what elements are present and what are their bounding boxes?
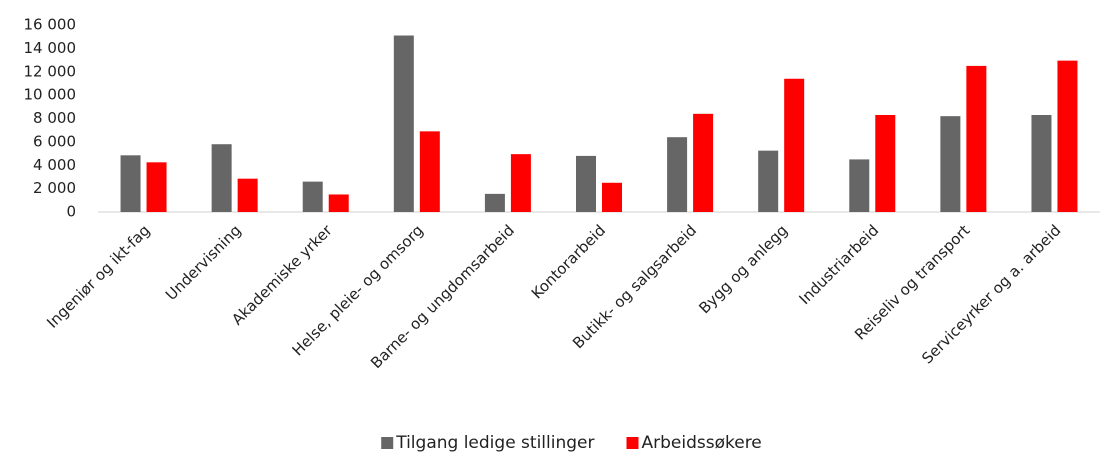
y-tick-label: 8 000 [33, 109, 76, 127]
bar [302, 181, 323, 212]
x-tick-label: Kontorarbeid [528, 221, 609, 302]
bar [1057, 60, 1078, 212]
bar [1031, 114, 1052, 212]
x-tick-label: Akademiske yrker [228, 221, 336, 329]
legend-swatch [381, 437, 394, 449]
bar [484, 193, 505, 212]
bar [966, 65, 987, 212]
y-tick-label: 4 000 [33, 156, 76, 174]
x-tick-label: Undervisning [162, 221, 245, 304]
bar [576, 155, 596, 212]
legend: Tilgang ledige stillinger Arbeidssøkere [381, 433, 762, 453]
y-tick-label: 2 000 [33, 179, 76, 197]
bar [510, 154, 531, 212]
y-tick-label: 10 000 [24, 86, 77, 104]
bar [211, 144, 232, 212]
bar [393, 35, 414, 212]
legend-label: Arbeidssøkere [641, 433, 761, 453]
bar [784, 78, 805, 212]
x-tick-label: Ingeniør og ikt-fag [43, 221, 153, 331]
bar [237, 178, 258, 212]
legend-swatch [626, 437, 639, 449]
y-tick-label: 12 000 [24, 62, 77, 80]
bar [849, 159, 870, 212]
bar [602, 182, 622, 212]
x-tick-label: Industriarbeid [795, 221, 882, 308]
bar [758, 150, 779, 212]
y-tick-label: 0 [66, 203, 76, 221]
bar [667, 137, 688, 212]
bar [146, 162, 167, 212]
bar [940, 116, 961, 212]
bar [875, 114, 896, 212]
x-tick-label: Barne- og ungdomsarbeid [367, 221, 518, 372]
legend-label: Tilgang ledige stillinger [395, 433, 594, 453]
y-tick-label: 16 000 [24, 16, 77, 34]
bar [120, 155, 141, 212]
y-tick-label: 14 000 [24, 39, 77, 57]
bar [328, 194, 349, 212]
x-tick-label: Bygg og anlegg [695, 221, 791, 317]
bar [693, 113, 714, 212]
y-tick-label: 6 000 [33, 132, 76, 150]
bar [419, 131, 440, 212]
